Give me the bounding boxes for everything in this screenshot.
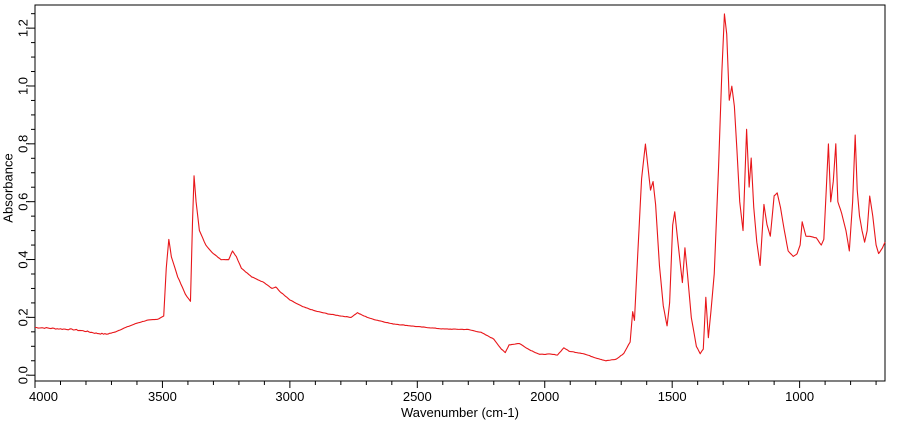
- y-axis: 0,0 0,2 0,4 0,6 0,8 1,0 1,2: [15, 13, 35, 384]
- x-tick-label: 3000: [275, 389, 304, 404]
- plot-frame: [34, 4, 886, 382]
- absorbance-series-line: [34, 13, 886, 362]
- y-tick-label: 0,0: [15, 366, 30, 384]
- x-tick-label: 1500: [658, 389, 687, 404]
- x-axis-title: Wavenumber (cm-1): [401, 405, 519, 420]
- y-tick-label: 0,6: [15, 193, 30, 211]
- y-tick-label: 0,2: [15, 308, 30, 326]
- x-tick-label: 1000: [785, 389, 814, 404]
- x-tick-label: 2500: [403, 389, 432, 404]
- y-tick-label: 1,2: [15, 19, 30, 37]
- x-tick-label: 2000: [530, 389, 559, 404]
- y-tick-label: 1,0: [15, 77, 30, 95]
- y-axis-title: Absorbance: [0, 153, 15, 222]
- y-tick-label: 0,8: [15, 135, 30, 153]
- x-axis: 4000 3500 3000 2500 2000 1500 1000: [29, 381, 877, 404]
- y-tick-label: 0,4: [15, 250, 30, 268]
- x-tick-label: 3500: [148, 389, 177, 404]
- x-tick-label: 4000: [29, 389, 58, 404]
